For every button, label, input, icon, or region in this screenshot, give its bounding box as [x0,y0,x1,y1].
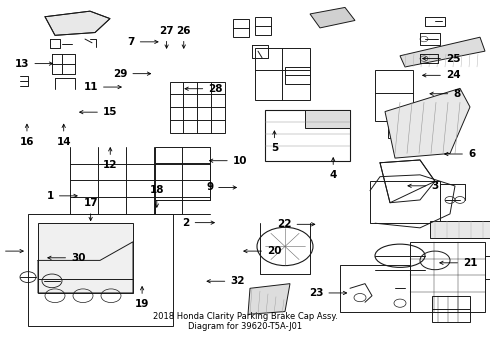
Bar [410,242,485,311]
Text: 19: 19 [135,287,149,309]
Text: 24: 24 [423,70,461,80]
Polygon shape [248,284,290,314]
Bar [485,256,490,279]
Text: 11: 11 [83,82,121,92]
Text: 18: 18 [149,185,164,207]
Text: 4: 4 [329,158,337,180]
Text: 25: 25 [423,54,461,64]
Bar [285,67,310,84]
Text: 26: 26 [176,26,191,48]
Text: 1: 1 [47,191,77,201]
Text: 2: 2 [182,218,214,228]
Text: 22: 22 [277,219,315,229]
Bar [265,110,350,161]
Text: 6: 6 [445,149,475,159]
Bar [388,123,404,138]
Text: 3: 3 [408,181,439,191]
Text: 13: 13 [15,59,52,69]
Text: 21: 21 [440,258,478,268]
Bar [430,221,490,238]
Bar [233,19,249,37]
Text: 12: 12 [103,148,118,170]
Bar [170,82,225,133]
Text: 7: 7 [127,37,158,47]
Text: 10: 10 [210,156,247,166]
Bar [375,70,413,121]
Text: 16: 16 [20,124,34,147]
Polygon shape [45,11,110,35]
Text: 23: 23 [309,288,346,298]
Text: 8: 8 [430,89,461,99]
Text: 5: 5 [271,131,278,153]
Text: 28: 28 [185,84,223,94]
Bar [38,223,133,293]
Polygon shape [385,88,470,158]
Bar [432,296,470,322]
Text: 14: 14 [56,124,71,147]
Text: 2018 Honda Clarity Parking Brake Cap Assy.
Diagram for 39620-T5A-J01: 2018 Honda Clarity Parking Brake Cap Ass… [152,312,338,332]
Text: 32: 32 [207,276,245,286]
Text: 30: 30 [48,253,86,263]
Polygon shape [400,37,485,67]
Text: 31: 31 [0,246,23,256]
Text: 9: 9 [206,183,236,193]
Bar [255,17,271,35]
Polygon shape [310,8,355,28]
Bar [28,214,173,325]
Text: 29: 29 [113,69,150,78]
Bar [370,181,440,223]
Text: 17: 17 [83,198,98,221]
Bar [255,48,310,99]
Text: 15: 15 [80,107,118,117]
Bar [340,265,410,311]
Text: 27: 27 [159,26,174,48]
Polygon shape [305,110,350,129]
Text: 20: 20 [244,246,282,256]
